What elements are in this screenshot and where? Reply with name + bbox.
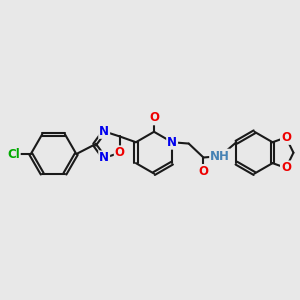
- Text: Cl: Cl: [7, 148, 20, 160]
- Text: O: O: [281, 131, 291, 144]
- Text: O: O: [281, 161, 291, 174]
- Text: N: N: [167, 136, 177, 149]
- Text: NH: NH: [210, 150, 230, 163]
- Text: O: O: [149, 111, 159, 124]
- Text: O: O: [115, 146, 125, 159]
- Text: N: N: [99, 125, 109, 138]
- Text: N: N: [99, 152, 109, 164]
- Text: O: O: [199, 165, 208, 178]
